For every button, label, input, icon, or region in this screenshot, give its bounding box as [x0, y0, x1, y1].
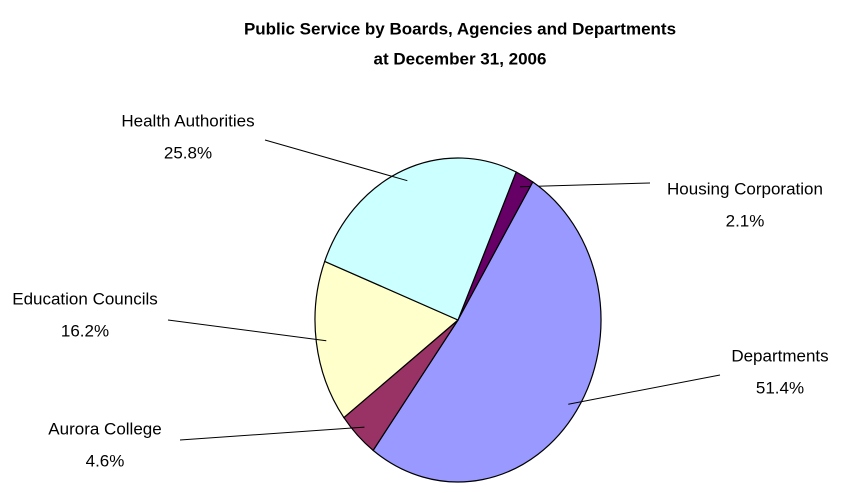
slice-label: Departments — [731, 346, 828, 365]
chart-title: Public Service by Boards, Agencies and D… — [244, 19, 676, 38]
slice-label: Housing Corporation — [667, 179, 823, 198]
slice-label: Education Councils — [12, 289, 158, 308]
slice-value: 2.1% — [726, 211, 765, 230]
leader-line — [568, 374, 721, 405]
pie-slice — [372, 181, 602, 483]
slice-value: 16.2% — [61, 321, 109, 340]
leader-line — [264, 139, 408, 182]
slice-label: Health Authorities — [121, 111, 254, 130]
leader-line — [179, 426, 365, 441]
slice-value: 25.8% — [164, 143, 212, 162]
chart-title: at December 31, 2006 — [374, 49, 547, 68]
leader-line — [519, 182, 651, 188]
slice-label: Aurora College — [48, 419, 161, 438]
slice-value: 4.6% — [86, 451, 125, 470]
pie-slice — [314, 260, 460, 419]
pie-slice — [323, 157, 517, 321]
slice-value: 51.4% — [756, 378, 804, 397]
leader-line — [167, 319, 327, 342]
